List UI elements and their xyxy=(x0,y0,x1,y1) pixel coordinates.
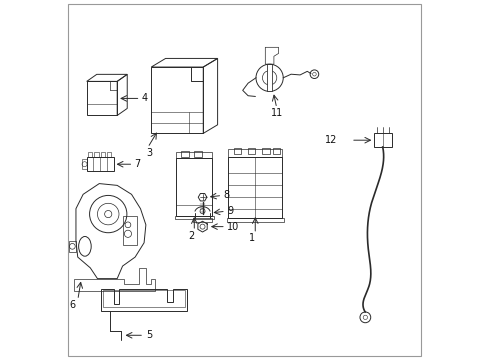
Bar xyxy=(233,148,241,154)
Bar xyxy=(247,148,255,154)
Bar xyxy=(82,159,87,169)
Bar xyxy=(122,216,137,244)
Bar xyxy=(176,158,212,216)
Bar xyxy=(102,290,184,307)
Bar xyxy=(175,216,213,220)
Bar xyxy=(266,64,272,91)
Text: 2: 2 xyxy=(188,231,194,240)
Bar xyxy=(262,148,269,154)
Bar xyxy=(228,149,282,157)
Bar xyxy=(273,148,280,154)
Text: 5: 5 xyxy=(145,330,152,340)
Text: 10: 10 xyxy=(226,222,239,231)
Text: 11: 11 xyxy=(271,108,283,118)
Text: 9: 9 xyxy=(226,206,233,216)
Text: 6: 6 xyxy=(69,300,75,310)
Text: 12: 12 xyxy=(325,135,337,145)
Text: 7: 7 xyxy=(134,159,141,169)
Text: 1: 1 xyxy=(249,233,255,243)
Bar xyxy=(88,152,92,157)
Bar xyxy=(94,152,99,157)
Bar xyxy=(266,64,272,91)
Text: 8: 8 xyxy=(223,190,229,201)
Bar xyxy=(228,157,282,218)
Bar xyxy=(107,152,111,157)
Bar xyxy=(180,151,188,157)
Bar xyxy=(194,151,202,157)
Bar xyxy=(86,157,113,171)
Text: 4: 4 xyxy=(142,93,147,103)
Bar xyxy=(373,134,391,147)
Bar xyxy=(226,218,284,222)
Text: 3: 3 xyxy=(146,148,152,158)
Bar xyxy=(176,152,212,158)
Bar xyxy=(101,152,105,157)
